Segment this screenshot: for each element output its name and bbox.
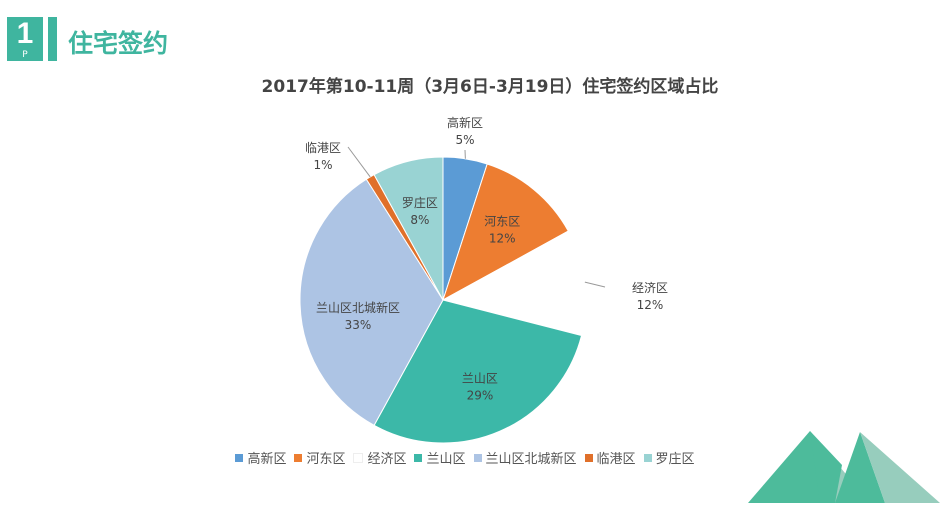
legend-swatch [643,453,652,462]
legend-label: 河东区 [306,452,346,467]
data-label-category: 罗庄区 [402,195,438,210]
accent-bar [48,17,57,61]
page-badge: 1 P [7,17,43,61]
legend-item: 经济区 [353,448,406,467]
legend-label: 兰山区北城新区 [485,452,577,467]
legend-item: 罗庄区 [643,448,695,467]
leader-line [347,146,371,178]
legend-swatch [414,453,423,462]
badge-number: 1 [16,17,34,50]
legend-swatch [584,453,593,462]
data-label-value: 1% [313,158,332,172]
data-label-value: 33% [345,318,372,332]
mountain-decoration [748,431,940,503]
legend-item: 高新区 [235,448,286,467]
pie-slice-1 [442,163,569,302]
data-label-category: 经济区 [632,280,668,295]
section-title: 住宅签约 [68,29,169,58]
chart-title: 2017年第10-11周（3月6日-3月19日）住宅签约区域占比 [261,77,719,97]
legend-swatch [294,453,303,462]
legend-item: 兰山区 [414,448,466,467]
badge-sub: P [22,50,28,60]
leader-line [584,281,606,288]
chart-legend: 高新区 河东区 经济区 兰山区 兰山区北城新区 临港区 罗庄区 [0,448,930,467]
legend-item: 河东区 [294,448,345,467]
legend-label: 临港区 [596,452,636,467]
legend-item: 兰山区北城新区 [473,448,577,467]
legend-swatch [473,453,482,462]
data-label-category: 临港区 [305,141,341,155]
pie-slice-2 [441,230,587,337]
data-label-value: 12% [637,298,664,312]
data-label-value: 12% [489,231,516,245]
pie-slice-6 [373,156,444,301]
data-label-category: 高新区 [447,115,483,130]
legend-label: 罗庄区 [655,452,695,467]
legend-swatch [353,452,364,463]
pie-slice-4 [299,178,444,426]
data-label-category: 河东区 [484,214,520,228]
data-label-value: 29% [467,388,494,402]
legend-item: 临港区 [584,448,636,467]
data-label-value: 8% [410,213,429,227]
data-label-value: 5% [455,133,474,147]
legend-label: 经济区 [367,452,407,467]
data-label-category: 兰山区 [462,371,498,385]
legend-label: 高新区 [247,452,287,467]
data-label-category: 兰山区北城新区 [316,300,400,315]
pie-slice-3 [373,299,583,444]
legend-label: 兰山区 [426,452,466,467]
legend-swatch [235,453,244,462]
